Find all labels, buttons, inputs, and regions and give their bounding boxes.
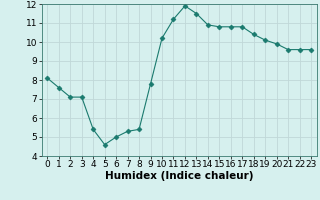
X-axis label: Humidex (Indice chaleur): Humidex (Indice chaleur) [105,171,253,181]
